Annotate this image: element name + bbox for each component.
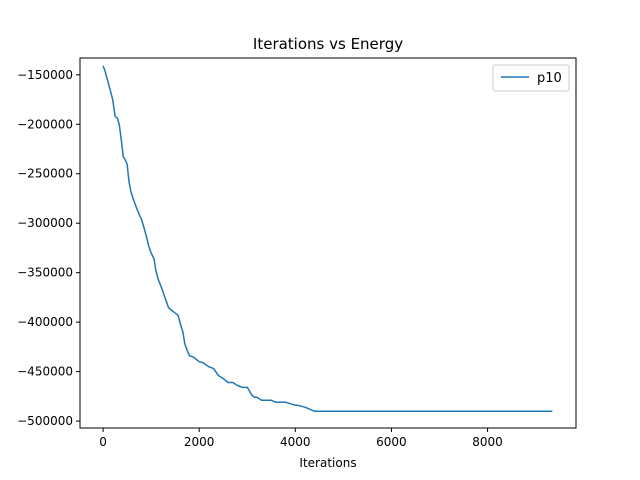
x-tick-label: 6000 [376,435,407,449]
x-tick-label: 4000 [280,435,311,449]
y-tick-label: −400000 [17,315,73,329]
series-line-p10 [102,65,553,412]
y-tick-label: −300000 [17,216,73,230]
y-tick-label: −500000 [17,414,73,428]
legend-label-p10: p10 [537,71,562,86]
x-axis-label: Iterations [299,456,356,470]
plot-frame [79,57,577,429]
legend-box [492,64,570,92]
y-tick-label: −450000 [17,365,73,379]
chart-title: Iterations vs Energy [253,35,403,53]
y-tick-label: −150000 [17,68,73,82]
legend: p10 [492,64,570,92]
y-tick-label: −250000 [17,167,73,181]
x-tick-label: 2000 [184,435,215,449]
x-tick-label: 8000 [472,435,503,449]
y-tick-label: −200000 [17,117,73,131]
x-tick-label: 0 [99,435,107,449]
y-tick-label: −350000 [17,266,73,280]
